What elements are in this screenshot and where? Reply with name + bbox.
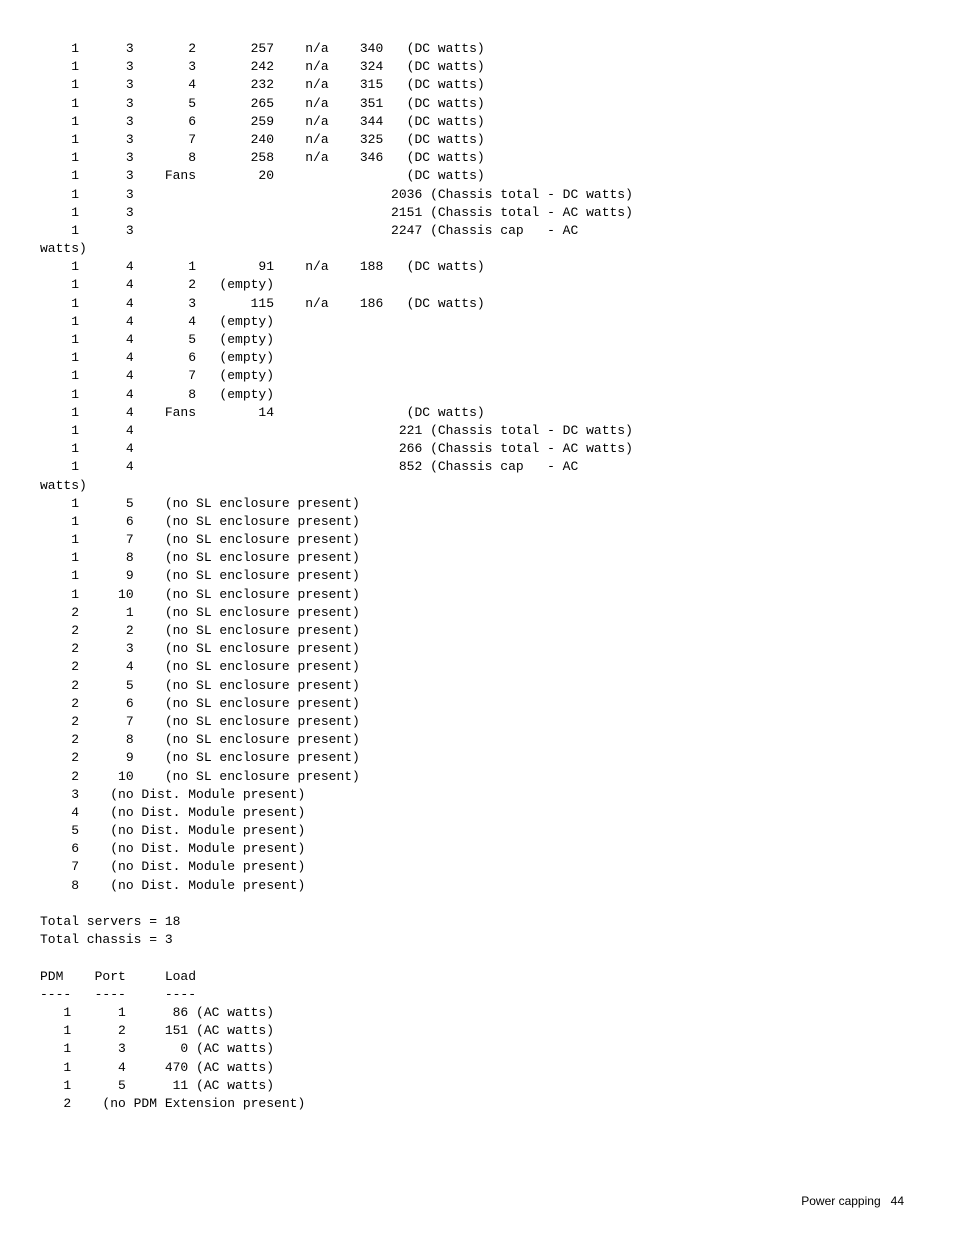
terminal-output: 1 3 2 257 n/a 340 (DC watts) 1 3 3 242 n… [40, 40, 914, 1113]
page-footer: Power capping 44 [40, 1193, 914, 1210]
footer-page: 44 [891, 1194, 904, 1208]
footer-title: Power capping [801, 1194, 880, 1208]
